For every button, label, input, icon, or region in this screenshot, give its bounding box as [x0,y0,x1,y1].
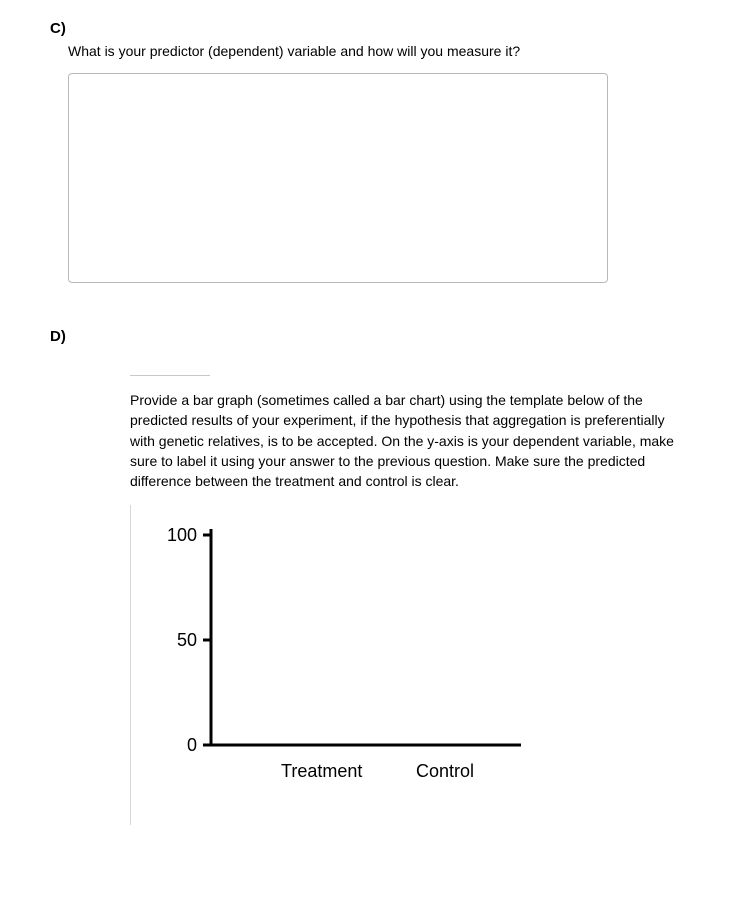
svg-text:Control: Control [416,761,474,781]
svg-text:100: 100 [167,525,197,545]
divider [130,375,210,376]
bar-chart-template: 100 50 0 Treatment Control [141,515,561,815]
svg-text:50: 50 [177,630,197,650]
question-c-prompt: What is your predictor (dependent) varia… [68,43,698,59]
chart-container: 100 50 0 Treatment Control [130,505,630,825]
svg-text:0: 0 [187,735,197,755]
worksheet-page: C) What is your predictor (dependent) va… [0,0,748,905]
question-c-label: C) [50,20,698,37]
question-d-body: Provide a bar graph (sometimes called a … [130,375,698,825]
question-d-instructions: Provide a bar graph (sometimes called a … [130,390,690,491]
question-d: D) Provide a bar graph (sometimes called… [50,328,698,825]
question-d-label: D) [50,328,698,345]
question-c: C) What is your predictor (dependent) va… [50,20,698,288]
question-c-answer-input[interactable] [68,73,608,283]
svg-text:Treatment: Treatment [281,761,362,781]
